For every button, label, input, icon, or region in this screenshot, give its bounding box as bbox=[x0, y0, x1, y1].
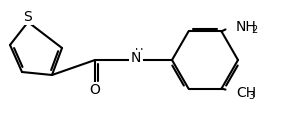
Text: NH: NH bbox=[235, 20, 256, 34]
Text: 2: 2 bbox=[252, 25, 258, 35]
Text: H: H bbox=[135, 48, 143, 58]
Text: S: S bbox=[23, 10, 31, 24]
Text: CH: CH bbox=[237, 86, 257, 100]
Text: O: O bbox=[90, 83, 100, 97]
Text: 3: 3 bbox=[249, 91, 254, 101]
Text: N: N bbox=[131, 51, 141, 65]
